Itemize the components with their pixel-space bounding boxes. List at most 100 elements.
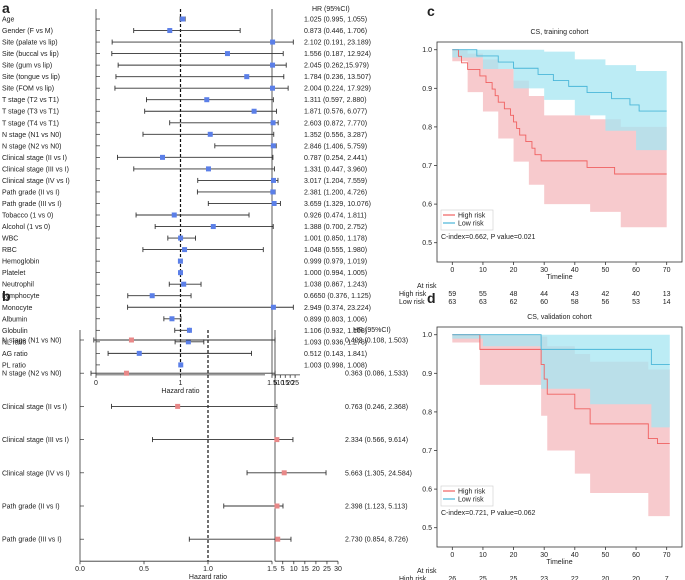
km-ci-band xyxy=(452,49,667,158)
forest-point xyxy=(270,189,276,195)
forest-tick-label: 25 xyxy=(323,566,331,573)
forest-point xyxy=(275,536,281,542)
km-at-risk-count: 56 xyxy=(602,299,610,306)
forest-point xyxy=(186,327,192,333)
km-y-tick-label: 0.5 xyxy=(422,525,432,532)
km-legend-label: High risk xyxy=(458,213,486,220)
forest-row-label: N stage (N2 vs N0) xyxy=(2,371,62,378)
km-at-risk-count: 7 xyxy=(665,576,669,580)
forest-row-label: N stage (N2 vs N0) xyxy=(2,143,62,150)
km-y-tick-label: 0.6 xyxy=(422,487,432,494)
km-at-risk-count: 20 xyxy=(632,576,640,580)
km-at-risk-count: 22 xyxy=(571,576,579,580)
panel-b-letter: b xyxy=(2,288,11,304)
forest-row-label: Site (gum vs lip) xyxy=(2,63,52,70)
km-at-risk-count: 48 xyxy=(510,291,518,298)
forest-point xyxy=(281,470,287,476)
forest-row-label: N stage (N1 vs N0) xyxy=(2,338,62,345)
forest-row-label: PL ratio xyxy=(2,362,26,369)
km-at-risk-count: 14 xyxy=(663,299,671,306)
forest-row-hr-text: 1.003 (0.998, 1.008) xyxy=(304,362,367,369)
forest-row-hr-text: 2.730 (0.854, 8.726) xyxy=(345,537,408,544)
km-ci-band xyxy=(452,334,670,432)
km-y-tick-label: 0.8 xyxy=(422,409,432,416)
forest-row-label: Site (palate vs lip) xyxy=(2,40,58,47)
km-x-tick-label: 0 xyxy=(450,552,454,559)
km-x-tick-label: 30 xyxy=(540,267,548,274)
forest-point xyxy=(270,120,276,126)
forest-row-label: Path grade (II vs I) xyxy=(2,189,60,196)
forest-row-label: T stage (T3 vs T1) xyxy=(2,109,59,116)
km-y-tick-label: 0.8 xyxy=(422,124,432,131)
km-survival-line xyxy=(452,49,667,175)
km-legend-label: High risk xyxy=(458,489,486,496)
forest-row-hr-text: 2.334 (0.566, 9.614) xyxy=(345,437,408,444)
km-frame xyxy=(436,326,683,548)
km-ci-band xyxy=(452,49,667,243)
forest-header: HR (95%CI) xyxy=(353,327,391,334)
km-at-risk-count: 25 xyxy=(510,576,518,580)
forest-row-hr-text: 0.402 (0.108, 1.503) xyxy=(345,338,408,345)
forest-row-hr-text: 1.388 (0.700, 2.752) xyxy=(304,224,367,231)
forest-point xyxy=(269,85,275,91)
forest-row-label: N stage (N1 vs N0) xyxy=(2,132,62,139)
km-at-risk-count: 53 xyxy=(632,299,640,306)
forest-row-hr-text: 1.871 (0.576, 6.077) xyxy=(304,109,367,116)
forest-row-hr-text: 0.363 (0.086, 1.533) xyxy=(345,371,408,378)
forest-row-hr-text: 0.512 (0.143, 1.841) xyxy=(304,351,367,358)
forest-row-hr-text: 2.381 (1.200, 4.726) xyxy=(304,189,367,196)
km-at-risk-count: 55 xyxy=(479,291,487,298)
forest-tick-label: 25 xyxy=(291,380,299,387)
forest-point xyxy=(178,362,184,368)
forest-row-hr-text: 1.093 (0.936, 1.276) xyxy=(304,339,367,346)
km-x-tick-label: 20 xyxy=(510,552,518,559)
km-stats-text: C-index=0.662, P value=0.021 xyxy=(441,234,536,241)
forest-row-label: Path grade (III vs I) xyxy=(2,537,62,544)
km-at-risk-count: 23 xyxy=(540,576,548,580)
forest-point xyxy=(185,339,191,345)
km-at-risk-count: 59 xyxy=(448,291,456,298)
km-at-risk-header: At risk xyxy=(417,568,437,575)
forest-point xyxy=(205,166,211,172)
forest-point xyxy=(207,131,213,137)
forest-row-hr-text: 0.873 (0.446, 1.706) xyxy=(304,28,367,35)
forest-row-hr-text: 1.106 (0.932, 1.108) xyxy=(304,328,367,335)
forest-row-hr-text: 2.045 (0.262,15.979) xyxy=(304,63,369,70)
forest-row-hr-text: 1.048 (0.555, 1.980) xyxy=(304,247,367,254)
forest-row-hr-text: 1.784 (0.236, 13.507) xyxy=(304,74,371,81)
forest-point xyxy=(244,74,250,80)
forest-point xyxy=(210,224,216,230)
km-x-tick-label: 60 xyxy=(632,552,640,559)
km-x-label: Timeline xyxy=(546,274,572,281)
forest-point xyxy=(180,16,186,22)
km-at-risk-label: Low risk xyxy=(399,299,425,306)
forest-tick-label: 20 xyxy=(286,380,294,387)
forest-row-label: Site (FOM vs lip) xyxy=(2,86,54,93)
km-at-risk-count: 63 xyxy=(448,299,456,306)
km-y-tick-label: 0.6 xyxy=(422,202,432,209)
forest-row-label: Neutrophil xyxy=(2,282,34,289)
forest-row-label: T stage (T2 vs T1) xyxy=(2,97,59,104)
forest-tick-label: 1.5 xyxy=(267,380,277,387)
km-x-tick-label: 50 xyxy=(602,267,610,274)
forest-point xyxy=(171,212,177,218)
forest-row-hr-text: 0.763 (0.246, 2.368) xyxy=(345,404,408,411)
km-x-tick-label: 0 xyxy=(450,267,454,274)
forest-point xyxy=(177,258,183,264)
forest-row-label: Clinical stage (IV vs I) xyxy=(2,178,70,185)
km-at-risk-count: 20 xyxy=(602,576,610,580)
km-survival-line xyxy=(452,334,670,365)
forest-row-hr-text: 5.663 (1.305, 24.584) xyxy=(345,470,412,477)
forest-point xyxy=(181,281,187,287)
forest-x-label: Hazard ratio xyxy=(189,574,227,580)
forest-row-label: Site (buccal vs lip) xyxy=(2,51,59,58)
forest-point xyxy=(251,108,257,114)
panel-a-letter: a xyxy=(2,0,10,16)
forest-point xyxy=(274,437,280,443)
km-at-risk-header: At risk xyxy=(417,283,437,290)
forest-point xyxy=(128,337,134,343)
forest-row-hr-text: 2.004 (0.224, 17.929) xyxy=(304,86,371,93)
forest-point xyxy=(149,293,155,299)
forest-plot-b: HR (95%CI)0.0 0.5 1.0 1.5 5 10 15 20 25 30Hazard … xyxy=(2,327,412,580)
